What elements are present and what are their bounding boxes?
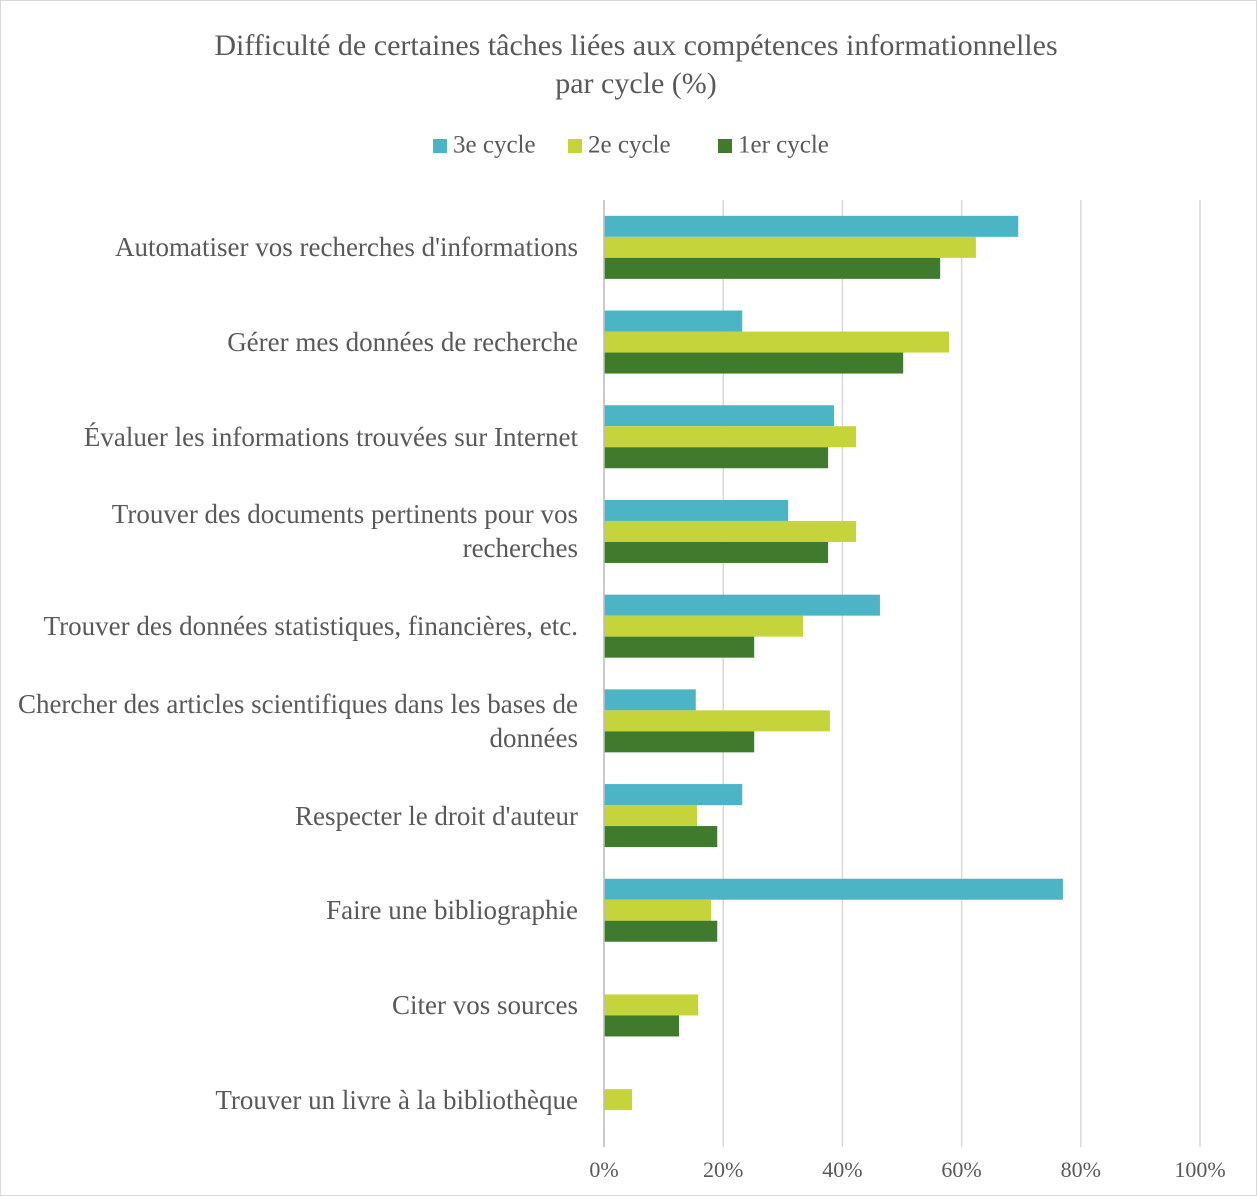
bar xyxy=(604,310,743,332)
x-tick-label: 80% xyxy=(1061,1157,1101,1182)
bar xyxy=(604,731,755,753)
bar xyxy=(604,499,789,521)
y-tick-label: Respecter le droit d'auteur xyxy=(295,800,578,831)
x-tick-label: 100% xyxy=(1174,1157,1225,1182)
bar xyxy=(604,689,696,711)
x-tick-label: 0% xyxy=(589,1157,618,1182)
bar xyxy=(604,352,904,374)
bar xyxy=(604,805,697,827)
legend-swatch xyxy=(718,139,732,153)
bar xyxy=(604,541,829,563)
y-tick-label: Faire une bibliographie xyxy=(326,895,578,926)
bar xyxy=(604,594,880,616)
bar xyxy=(604,215,1019,237)
y-tick-label: Chercher des articles scientifiques dans… xyxy=(17,688,578,753)
y-tick-label: Trouver un livre à la bibliothèque xyxy=(215,1084,578,1115)
y-tick-label: Citer vos sources xyxy=(392,989,578,1020)
legend-label: 2e cycle xyxy=(588,132,671,159)
bar xyxy=(604,710,830,732)
bar xyxy=(604,899,712,921)
bar xyxy=(604,994,699,1016)
chart-title-line-2: par cycle (%) xyxy=(555,67,717,100)
y-tick-label: Automatiser vos recherches d'information… xyxy=(115,232,578,263)
bar xyxy=(604,784,743,806)
bar xyxy=(604,636,755,658)
bar xyxy=(604,826,718,848)
y-tick-label: Trouver des données statistiques, financ… xyxy=(43,611,578,642)
bar xyxy=(604,426,857,448)
x-tick-label: 60% xyxy=(941,1157,981,1182)
x-tick-label: 40% xyxy=(822,1157,862,1182)
bar xyxy=(604,1089,633,1111)
legend-label: 1er cycle xyxy=(738,132,829,159)
bar xyxy=(604,1015,680,1037)
y-tick-label: Évaluer les informations trouvées sur In… xyxy=(83,421,578,452)
chart-title: Difficulté de certaines tâches liées aux… xyxy=(214,29,1057,62)
legend-swatch xyxy=(433,139,447,153)
bar xyxy=(604,236,976,258)
bar xyxy=(604,878,1063,900)
legend-label: 3e cycle xyxy=(453,132,536,159)
bar xyxy=(604,615,804,637)
legend-swatch xyxy=(568,139,582,153)
bar xyxy=(604,447,829,469)
y-tick-label: Trouver des documents pertinents pour vo… xyxy=(111,499,578,564)
bar xyxy=(604,257,941,279)
bar xyxy=(604,405,835,427)
x-tick-label: 20% xyxy=(703,1157,743,1182)
y-tick-label: Gérer mes données de recherche xyxy=(227,327,578,358)
bar xyxy=(604,920,718,942)
bar xyxy=(604,520,857,542)
bar xyxy=(604,331,950,353)
